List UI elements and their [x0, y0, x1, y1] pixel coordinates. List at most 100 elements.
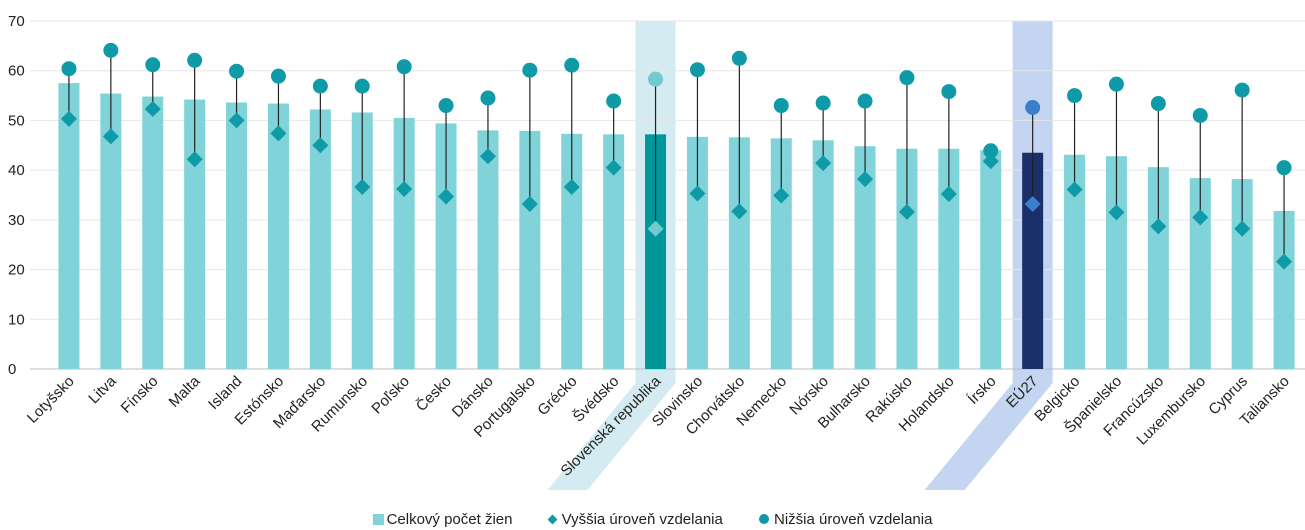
marker-lower-belgicko: [1067, 88, 1083, 104]
marker-higher-luxembursko: [1192, 209, 1209, 226]
marker-higher-estonsko: [270, 125, 287, 142]
marker-lower-cyprus: [1234, 82, 1250, 98]
bar-litva: [100, 93, 122, 369]
bar-rakusko: [896, 148, 918, 369]
legend-total: Celkový počet žien: [372, 511, 512, 528]
marker-higher-irsko: [982, 153, 999, 170]
marker-lower-nemecko: [773, 98, 789, 114]
bar-portugalsko: [519, 130, 541, 369]
marker-higher-slovenska-republika: [647, 220, 664, 237]
marker-higher-rakusko: [898, 203, 915, 220]
marker-lower-island: [229, 63, 245, 79]
marker-lower-luxembursko: [1192, 107, 1208, 123]
y-tick-label: 60: [8, 63, 25, 80]
marker-lower-norsko: [815, 95, 831, 111]
marker-lower-polsko: [396, 59, 412, 75]
marker-higher-portugalsko: [521, 195, 538, 212]
marker-higher-madarsko: [312, 137, 329, 154]
marker-lower-finsko: [145, 57, 161, 73]
bar-cesko: [435, 123, 457, 369]
marker-lower-lotyssko: [61, 61, 77, 77]
marker-higher-slovinsko: [689, 185, 706, 202]
bar-madarsko: [309, 109, 331, 370]
highlight-band-slovenska-republika: [547, 21, 676, 490]
marker-higher-eu27: [1024, 195, 1041, 212]
marker-higher-lotyssko: [60, 110, 77, 127]
x-tick-label-polsko: Poľsko: [368, 373, 413, 418]
bar-island: [226, 102, 248, 369]
legend-higher-label: Vyššia úroveň vzdelania: [561, 510, 723, 528]
x-tick-label-malta: Malta: [166, 372, 204, 410]
marker-higher-litva: [102, 128, 119, 145]
marker-higher-grecko: [563, 179, 580, 196]
marker-higher-spanielsko: [1108, 204, 1125, 221]
markers: [60, 42, 1293, 270]
marker-lower-svedsko: [606, 93, 622, 109]
highlight-bands: [547, 21, 1053, 490]
y-axis: 0 10 20 30 40 50 60 70: [8, 13, 25, 378]
bar-spanielsko: [1105, 156, 1127, 369]
marker-lower-holandsko: [941, 84, 957, 100]
marker-higher-francuzsko: [1150, 218, 1167, 235]
legend-lower-label: Nižšia úroveň vzdelania: [774, 510, 933, 528]
bar-belgicko: [1064, 154, 1086, 369]
bar-dansko: [477, 130, 499, 369]
bars: [58, 83, 1295, 370]
y-tick-label: 20: [8, 262, 25, 279]
marker-lower-litva: [103, 42, 119, 58]
legend-higher: Vyššia úroveň vzdelania: [547, 510, 723, 528]
bar-grecko: [561, 133, 583, 369]
legend-bar-swatch: [372, 513, 384, 525]
bar-svedsko: [603, 134, 625, 369]
marker-lower-portugalsko: [522, 62, 538, 78]
bar-francuzsko: [1147, 167, 1169, 369]
x-tick-label-finsko: Fínsko: [118, 373, 162, 417]
y-tick-label: 40: [8, 162, 25, 179]
marker-higher-belgicko: [1066, 181, 1083, 198]
y-tick-label: 70: [8, 13, 25, 30]
legend-dot-swatch: [759, 513, 770, 524]
marker-higher-rumunsko: [354, 179, 371, 196]
marker-lower-irsko: [983, 143, 999, 159]
marker-lower-slovinsko: [689, 62, 705, 78]
marker-lower-slovenska-republika: [648, 71, 664, 87]
marker-lower-dansko: [480, 90, 496, 106]
marker-higher-cyprus: [1234, 220, 1251, 237]
bar-irsko: [980, 150, 1002, 369]
legend-lower: Nižšia úroveň vzdelania: [759, 511, 932, 528]
highlight-band-eu27: [924, 21, 1053, 490]
bar-norsko: [812, 140, 834, 369]
bar-finsko: [142, 96, 164, 370]
marker-lower-rakusko: [899, 70, 915, 86]
marker-higher-svedsko: [605, 159, 622, 176]
bar-polsko: [393, 117, 415, 369]
marker-higher-norsko: [815, 155, 832, 172]
bar-chorvatsko: [728, 137, 750, 369]
bar-estonsko: [267, 103, 289, 370]
bar-luxembursko: [1189, 178, 1211, 369]
bar-rumunsko: [351, 112, 373, 369]
y-tick-label: 30: [8, 212, 25, 229]
x-tick-label-litva: Litva: [85, 372, 120, 407]
bar-eu27: [1022, 152, 1044, 369]
marker-lower-bulharsko: [857, 93, 873, 109]
bar-taliansko: [1273, 210, 1295, 369]
marker-higher-nemecko: [773, 187, 790, 204]
marker-lower-cesko: [438, 98, 454, 114]
marker-higher-polsko: [396, 181, 413, 198]
marker-higher-cesko: [438, 188, 455, 205]
marker-higher-malta: [186, 151, 203, 168]
legend-diamond-swatch: [547, 514, 558, 524]
marker-higher-dansko: [479, 148, 496, 165]
marker-lower-madarsko: [312, 78, 328, 94]
legend: Celkový počet žien Vyššia úroveň vzdelan…: [0, 510, 1305, 528]
y-tick-label: 0: [8, 361, 16, 378]
bar-lotyssko: [58, 83, 80, 370]
marker-lower-malta: [187, 52, 203, 68]
marker-lower-estonsko: [270, 68, 286, 84]
bar-holandsko: [938, 148, 960, 369]
marker-higher-holandsko: [940, 186, 957, 203]
bar-bulharsko: [854, 146, 876, 369]
